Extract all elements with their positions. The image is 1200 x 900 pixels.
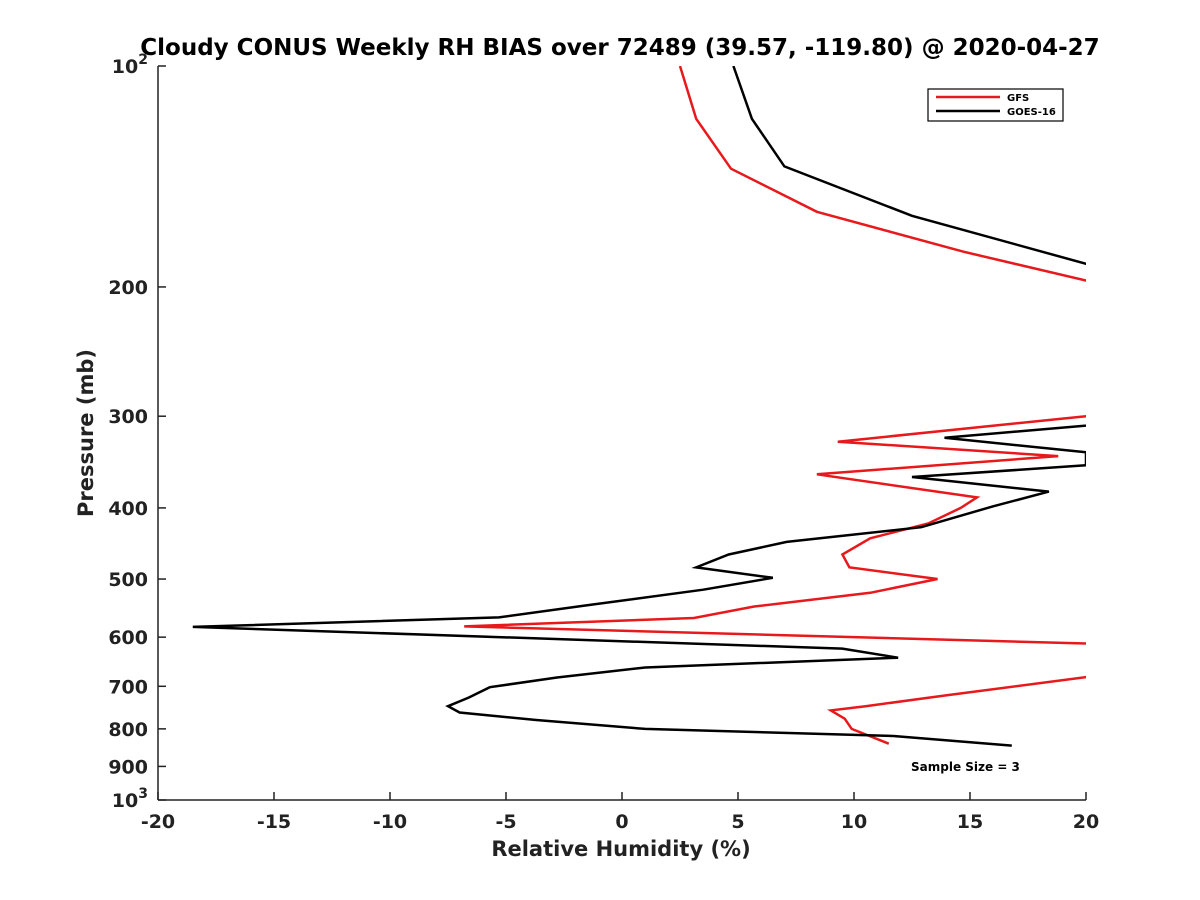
x-ticks: -20 -15 -10 -5 0 5 10 15 20: [141, 792, 1099, 833]
series-layer: [192, 66, 1086, 747]
x-tick-label: -15: [257, 811, 291, 833]
y-tick-label: 300: [108, 406, 148, 428]
x-tick-label: 5: [731, 811, 744, 833]
y-tick-label: 600: [108, 627, 148, 649]
y-axis-label: Pressure (mb): [74, 349, 98, 517]
y-tick-label: 102: [112, 52, 148, 78]
y-tick-label: 400: [108, 498, 148, 520]
series-line-goes-16: [192, 66, 1086, 747]
x-axis-label: Relative Humidity (%): [491, 837, 750, 861]
y-tick-label: 500: [108, 569, 148, 591]
y-tick-label: 200: [108, 277, 148, 299]
y-tick-label: 900: [108, 756, 148, 778]
y-tick-label: 700: [108, 676, 148, 698]
x-tick-label: 20: [1073, 811, 1099, 833]
y-ticks: 102 200 300 400 500 600 700 800 900 103: [108, 52, 166, 812]
x-tick-label: 15: [957, 811, 983, 833]
legend-label-goes-16: GOES-16: [1007, 107, 1056, 118]
series-line-gfs: [464, 66, 1086, 745]
x-tick-label: 0: [615, 811, 628, 833]
legend-box: [927, 88, 1064, 122]
x-tick-label: -20: [141, 811, 175, 833]
x-tick-label: -5: [495, 811, 516, 833]
chart-title: Cloudy CONUS Weekly RH BIAS over 72489 (…: [140, 35, 1099, 61]
y-tick-label: 103: [112, 786, 148, 812]
legend-label-gfs: GFS: [1007, 93, 1029, 104]
sample-size-annotation: Sample Size = 3: [911, 760, 1020, 774]
y-tick-label: 800: [108, 719, 148, 741]
x-tick-label: -10: [373, 811, 407, 833]
x-tick-label: 10: [841, 811, 867, 833]
legend: GFS GOES-16: [927, 88, 1064, 122]
